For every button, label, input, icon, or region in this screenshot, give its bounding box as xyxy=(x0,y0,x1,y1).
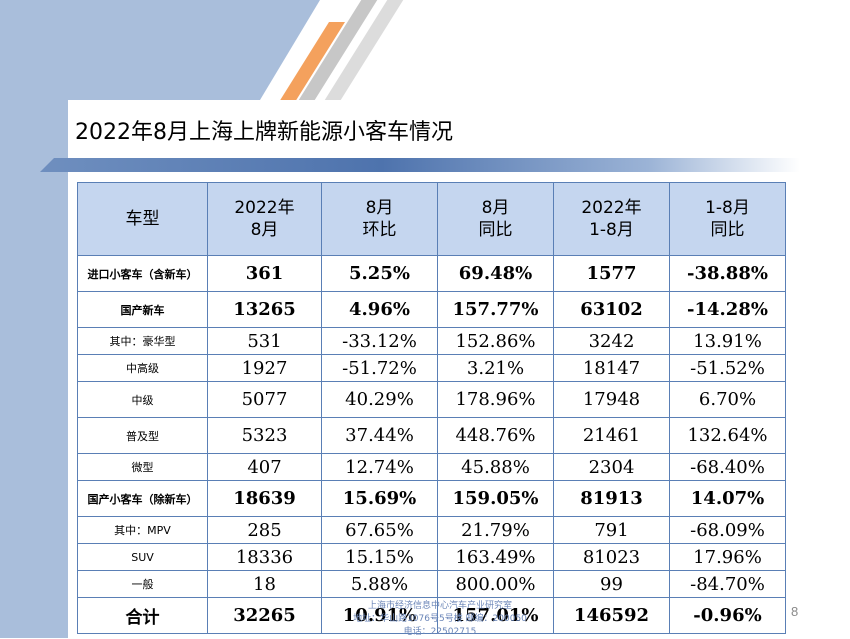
table-row: SUV 18336 15.15% 163.49% 81023 17.96% xyxy=(77,543,786,571)
table-header-row: 车型 2022年 8月 8月 环比 8月 同比 2022年 1-8月 1-8月 … xyxy=(77,182,786,256)
cell-aug-2022: 285 xyxy=(207,516,322,544)
cell-aug-yoy: 45.88% xyxy=(437,453,554,481)
cell-aug-yoy: 800.00% xyxy=(437,570,554,598)
cell-aug-mom: 10.91% xyxy=(321,597,438,634)
cell-aug-mom: 5.25% xyxy=(321,255,438,292)
cell-aug-mom: 4.96% xyxy=(321,291,438,328)
cell-aug-mom: 5.88% xyxy=(321,570,438,598)
cell-ytd-yoy: -14.28% xyxy=(669,291,786,328)
cell-aug-yoy: 21.79% xyxy=(437,516,554,544)
table-row: 合计 32265 10.91% 157.01% 146592 -0.96% xyxy=(77,597,786,634)
slide-title: 2022年8月上海上牌新能源小客车情况 xyxy=(75,120,453,145)
cell-aug-2022: 407 xyxy=(207,453,322,481)
cell-vehicle-type: 合计 xyxy=(77,597,208,634)
cell-aug-yoy: 448.76% xyxy=(437,417,554,454)
cell-aug-2022: 13265 xyxy=(207,291,322,328)
cell-aug-yoy: 69.48% xyxy=(437,255,554,292)
cell-ytd-yoy: -84.70% xyxy=(669,570,786,598)
cell-vehicle-type: 一般 xyxy=(77,570,208,598)
table-row: 国产新车 13265 4.96% 157.77% 63102 -14.28% xyxy=(77,291,786,328)
cell-ytd-yoy: 13.91% xyxy=(669,327,786,355)
cell-ytd-2022: 18147 xyxy=(553,354,670,382)
cell-ytd-yoy: -38.88% xyxy=(669,255,786,292)
header-aug-mom: 8月 环比 xyxy=(321,182,438,256)
cell-ytd-2022: 63102 xyxy=(553,291,670,328)
cell-aug-mom: 15.15% xyxy=(321,543,438,571)
table-row: 微型 407 12.74% 45.88% 2304 -68.40% xyxy=(77,453,786,481)
table-row: 进口小客车（含新车） 361 5.25% 69.48% 1577 -38.88% xyxy=(77,255,786,292)
header-vehicle-type: 车型 xyxy=(77,182,208,256)
table-row: 中级 5077 40.29% 178.96% 17948 6.70% xyxy=(77,381,786,418)
cell-vehicle-type: 中级 xyxy=(77,381,208,418)
cell-aug-mom: 37.44% xyxy=(321,417,438,454)
data-table: 车型 2022年 8月 8月 环比 8月 同比 2022年 1-8月 1-8月 … xyxy=(77,182,786,634)
cell-vehicle-type: 普及型 xyxy=(77,417,208,454)
cell-aug-mom: -33.12% xyxy=(321,327,438,355)
cell-ytd-yoy: 6.70% xyxy=(669,381,786,418)
footer-org: 上海市经济信息中心汽车产业研究室 xyxy=(367,601,512,611)
cell-vehicle-type: SUV xyxy=(77,543,208,571)
cell-aug-mom: 67.65% xyxy=(321,516,438,544)
cell-aug-yoy: 157.77% xyxy=(437,291,554,328)
cell-vehicle-type: 国产新车 xyxy=(77,291,208,328)
footer-contact: 上海市经济信息中心汽车产业研究室 地址：华山路1076号5号楼 邮编：20005… xyxy=(290,600,590,639)
cell-ytd-2022: 2304 xyxy=(553,453,670,481)
cell-ytd-2022: 99 xyxy=(553,570,670,598)
cell-ytd-yoy: -68.09% xyxy=(669,516,786,544)
cell-aug-2022: 531 xyxy=(207,327,322,355)
cell-ytd-yoy: -51.52% xyxy=(669,354,786,382)
cell-aug-2022: 361 xyxy=(207,255,322,292)
cell-aug-2022: 18 xyxy=(207,570,322,598)
cell-aug-yoy: 152.86% xyxy=(437,327,554,355)
cell-ytd-2022: 791 xyxy=(553,516,670,544)
cell-aug-2022: 5323 xyxy=(207,417,322,454)
page-number: 8 xyxy=(791,604,799,619)
cell-vehicle-type: 进口小客车（含新车） xyxy=(77,255,208,292)
cell-ytd-yoy: 17.96% xyxy=(669,543,786,571)
title-underline xyxy=(40,158,800,172)
table-row: 其中：MPV 285 67.65% 21.79% 791 -68.09% xyxy=(77,516,786,544)
cell-aug-2022: 18336 xyxy=(207,543,322,571)
header-decor-band xyxy=(0,0,320,100)
cell-ytd-2022: 3242 xyxy=(553,327,670,355)
cell-vehicle-type: 国产小客车（除新车） xyxy=(77,480,208,517)
cell-aug-2022: 18639 xyxy=(207,480,322,517)
cell-aug-mom: 40.29% xyxy=(321,381,438,418)
cell-aug-yoy: 3.21% xyxy=(437,354,554,382)
footer-address: 地址：华山路1076号5号楼 邮编：200050 xyxy=(353,614,527,624)
table-row: 国产小客车（除新车） 18639 15.69% 159.05% 81913 14.07% xyxy=(77,480,786,517)
cell-vehicle-type: 其中：MPV xyxy=(77,516,208,544)
cell-aug-yoy: 163.49% xyxy=(437,543,554,571)
cell-ytd-2022: 81913 xyxy=(553,480,670,517)
cell-vehicle-type: 其中：豪华型 xyxy=(77,327,208,355)
cell-aug-yoy: 159.05% xyxy=(437,480,554,517)
header-ytd-2022: 2022年 1-8月 xyxy=(553,182,670,256)
table-row: 中高级 1927 -51.72% 3.21% 18147 -51.52% xyxy=(77,354,786,382)
table-row: 其中：豪华型 531 -33.12% 152.86% 3242 13.91% xyxy=(77,327,786,355)
cell-ytd-yoy: 132.64% xyxy=(669,417,786,454)
cell-ytd-yoy: -0.96% xyxy=(669,597,786,634)
cell-ytd-yoy: -68.40% xyxy=(669,453,786,481)
cell-ytd-yoy: 14.07% xyxy=(669,480,786,517)
cell-ytd-2022: 17948 xyxy=(553,381,670,418)
header-aug-yoy: 8月 同比 xyxy=(437,182,554,256)
cell-aug-2022: 5077 xyxy=(207,381,322,418)
cell-ytd-2022: 1577 xyxy=(553,255,670,292)
table-row: 一般 18 5.88% 800.00% 99 -84.70% xyxy=(77,570,786,598)
cell-aug-2022: 1927 xyxy=(207,354,322,382)
header-aug-2022: 2022年 8月 xyxy=(207,182,322,256)
cell-aug-mom: -51.72% xyxy=(321,354,438,382)
cell-aug-mom: 12.74% xyxy=(321,453,438,481)
header-ytd-yoy: 1-8月 同比 xyxy=(669,182,786,256)
cell-aug-yoy: 178.96% xyxy=(437,381,554,418)
cell-ytd-2022: 21461 xyxy=(553,417,670,454)
table-row: 普及型 5323 37.44% 448.76% 21461 132.64% xyxy=(77,417,786,454)
cell-ytd-2022: 81023 xyxy=(553,543,670,571)
cell-vehicle-type: 中高级 xyxy=(77,354,208,382)
cell-vehicle-type: 微型 xyxy=(77,453,208,481)
footer-phone: 电话：22502715 xyxy=(403,627,477,637)
cell-aug-mom: 15.69% xyxy=(321,480,438,517)
left-decor-band xyxy=(0,0,68,638)
